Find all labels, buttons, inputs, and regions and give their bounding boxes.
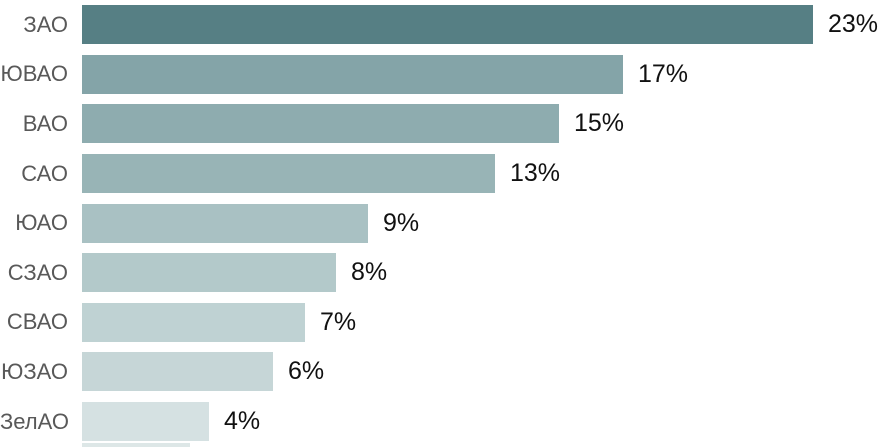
value-label: 6%	[288, 357, 325, 386]
category-label: ЗелАО	[0, 408, 69, 434]
bar-row: САО 13%	[0, 149, 884, 199]
bar	[82, 54, 623, 94]
category-label: ЮЗАО	[1, 358, 68, 384]
bar-row: ВАО 15%	[0, 99, 884, 149]
value-label: 4%	[224, 407, 261, 436]
bar-row: СВАО 7%	[0, 298, 884, 348]
bar	[82, 253, 336, 293]
value-label: 17%	[638, 59, 689, 88]
bar	[82, 302, 305, 342]
bar-row: ЮВАО 17%	[0, 50, 884, 100]
value-label: 9%	[383, 208, 420, 237]
category-label: ВАО	[22, 110, 68, 136]
bar-row: СЗАО 8%	[0, 248, 884, 298]
bar-row: ЮЗАО 6%	[0, 347, 884, 397]
bar	[82, 154, 495, 194]
category-label: ЗАО	[23, 11, 68, 37]
category-label: САО	[21, 160, 68, 186]
bar-row: ЮАО 9%	[0, 198, 884, 248]
bar	[82, 104, 559, 144]
value-label: 13%	[510, 159, 561, 188]
cutoff-partial-bar	[82, 443, 190, 447]
value-label: 15%	[574, 109, 625, 138]
category-label: СЗАО	[7, 259, 68, 285]
bar-row: ЗАО 23%	[0, 0, 884, 50]
value-label: 23%	[828, 10, 879, 39]
value-label: 8%	[351, 258, 388, 287]
category-label: ЮАО	[15, 210, 68, 236]
category-label: ЮВАО	[0, 61, 68, 87]
category-label: СВАО	[6, 309, 68, 335]
bar-row: ЗелАО 4%	[0, 397, 884, 447]
bar	[82, 402, 209, 442]
value-label: 7%	[320, 307, 357, 336]
bar	[82, 5, 813, 45]
bar	[82, 352, 273, 392]
bar	[82, 203, 368, 243]
